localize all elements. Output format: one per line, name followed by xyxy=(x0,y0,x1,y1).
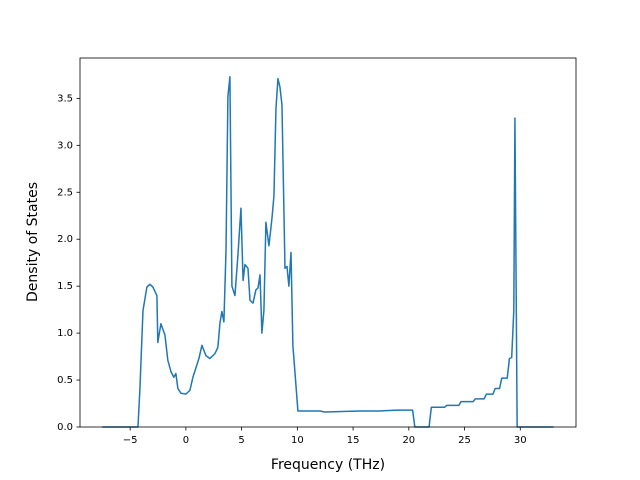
y-tick-label: 0.5 xyxy=(57,375,73,386)
dos-line xyxy=(102,76,554,428)
y-tick-label: 3.5 xyxy=(57,93,73,104)
x-tick-label: 10 xyxy=(291,435,304,446)
x-tick-label: 0 xyxy=(183,435,189,446)
x-tick-label: 15 xyxy=(347,435,360,446)
x-tick-label: −5 xyxy=(123,435,138,446)
x-axis-label: Frequency (THz) xyxy=(271,457,385,473)
x-tick-label: 5 xyxy=(238,435,244,446)
plot-frame xyxy=(79,57,577,428)
y-tick-label: 3.0 xyxy=(57,140,73,151)
x-tick-label: 25 xyxy=(458,435,471,446)
y-tick-label: 0.0 xyxy=(57,422,73,433)
x-tick-label: 30 xyxy=(514,435,527,446)
y-axis-label: Density of States xyxy=(25,182,41,302)
x-tick-label: 20 xyxy=(402,435,415,446)
y-tick-label: 2.5 xyxy=(57,187,73,198)
y-tick-label: 2.0 xyxy=(57,234,73,245)
y-tick-label: 1.0 xyxy=(57,328,73,339)
y-tick-label: 1.5 xyxy=(57,281,73,292)
